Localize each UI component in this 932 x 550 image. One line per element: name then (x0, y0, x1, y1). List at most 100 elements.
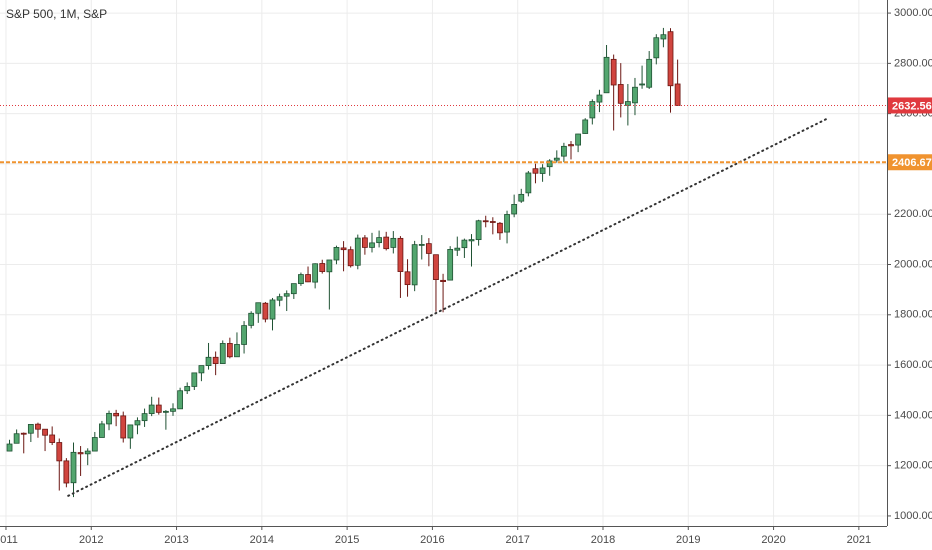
candle-body (27, 424, 34, 434)
candle-body (170, 408, 176, 412)
level-label: 2632.56 (892, 100, 932, 112)
candle-body (347, 249, 354, 267)
candle-body (212, 356, 219, 364)
x-tick-label: 2017 (505, 534, 529, 546)
candle-body (162, 410, 169, 413)
candle-body (354, 237, 361, 266)
candle-body (6, 443, 13, 452)
candle-body (326, 259, 333, 273)
candle-body (340, 247, 347, 251)
candle-body (418, 243, 425, 246)
candle-body (205, 356, 212, 366)
candle-body (219, 343, 226, 364)
candle-body (177, 390, 183, 410)
x-tick-label: 2016 (420, 534, 444, 546)
candle-body (120, 415, 127, 439)
candle-body (333, 247, 340, 261)
y-tick-label: 3000.00 (894, 7, 932, 19)
candle-body (568, 144, 574, 147)
candle-body (305, 274, 311, 283)
candle-body (653, 37, 660, 59)
x-tick-label: 2018 (591, 534, 615, 546)
candle-body (376, 237, 382, 244)
candle-body (42, 428, 48, 436)
candle-body (525, 172, 532, 194)
x-tick-label: 2013 (164, 534, 188, 546)
candle-body (369, 242, 375, 248)
candle-body (596, 94, 603, 103)
candle-body (482, 220, 489, 223)
trend-line (67, 117, 830, 497)
candle-body (319, 263, 326, 272)
candle-body (56, 442, 63, 462)
candle-body (269, 299, 276, 320)
y-tick-label: 1400.00 (894, 409, 932, 421)
candle-body (234, 344, 240, 358)
candle-body (561, 145, 567, 157)
candle-body (624, 101, 631, 106)
candle-body (468, 239, 475, 242)
x-tick-label: 2020 (761, 534, 785, 546)
level-label-box (888, 97, 932, 114)
candle-body (667, 31, 674, 87)
candle-body (49, 434, 56, 443)
chart-title: S&P 500, 1M, S&P (6, 7, 107, 21)
candle-body (383, 236, 390, 250)
candle-body (539, 167, 546, 174)
candle-body (13, 433, 20, 444)
candle-body (546, 160, 553, 168)
candle-body (262, 302, 269, 320)
candle-body (390, 237, 397, 248)
y-tick-label: 1200.00 (894, 460, 932, 472)
candle-body (20, 432, 27, 435)
candle-body (454, 247, 461, 251)
candle-body (404, 271, 411, 286)
candle-body (461, 239, 468, 249)
candle-body (610, 58, 617, 86)
candle-body (241, 325, 247, 345)
candle-body (674, 83, 681, 106)
candle-body (134, 420, 141, 426)
candle-body (518, 193, 525, 202)
candle-body (84, 450, 91, 455)
candle-body (312, 263, 319, 283)
candle-body (276, 296, 283, 301)
candle-body (617, 84, 624, 104)
candle-body (440, 279, 446, 283)
x-tick-label: 2014 (250, 534, 274, 546)
candle-body (35, 423, 41, 430)
candle-body (511, 204, 518, 215)
x-tick-label: 2011 (0, 534, 18, 546)
x-tick-label: 2019 (676, 534, 700, 546)
y-tick-label: 1800.00 (894, 309, 932, 321)
candle-body (283, 293, 290, 297)
candle-body (70, 451, 77, 484)
candle-body (290, 283, 297, 295)
candle-body (447, 249, 454, 281)
level-label-box (888, 154, 932, 171)
candle-body (63, 460, 70, 484)
candle-body (298, 274, 304, 285)
y-tick-label: 2000.00 (894, 258, 932, 270)
candle-body (397, 237, 404, 272)
candle-body (475, 220, 482, 241)
candle-body (582, 119, 589, 134)
candle-body (148, 404, 155, 415)
candle-body (198, 365, 205, 374)
candle-body (191, 372, 198, 387)
candle-body (184, 386, 191, 392)
y-tick-label: 2200.00 (894, 208, 932, 220)
candle-body (589, 101, 596, 119)
x-tick-label: 2012 (79, 534, 103, 546)
candle-body (504, 214, 510, 233)
candle-body (226, 343, 233, 358)
candle-body (141, 413, 148, 422)
candle-body (77, 452, 84, 455)
candle-body (433, 254, 439, 280)
y-tick-label: 2800.00 (894, 57, 932, 69)
level-label: 2406.67 (892, 157, 932, 169)
candle-body (106, 412, 112, 425)
candle-body (489, 221, 496, 223)
